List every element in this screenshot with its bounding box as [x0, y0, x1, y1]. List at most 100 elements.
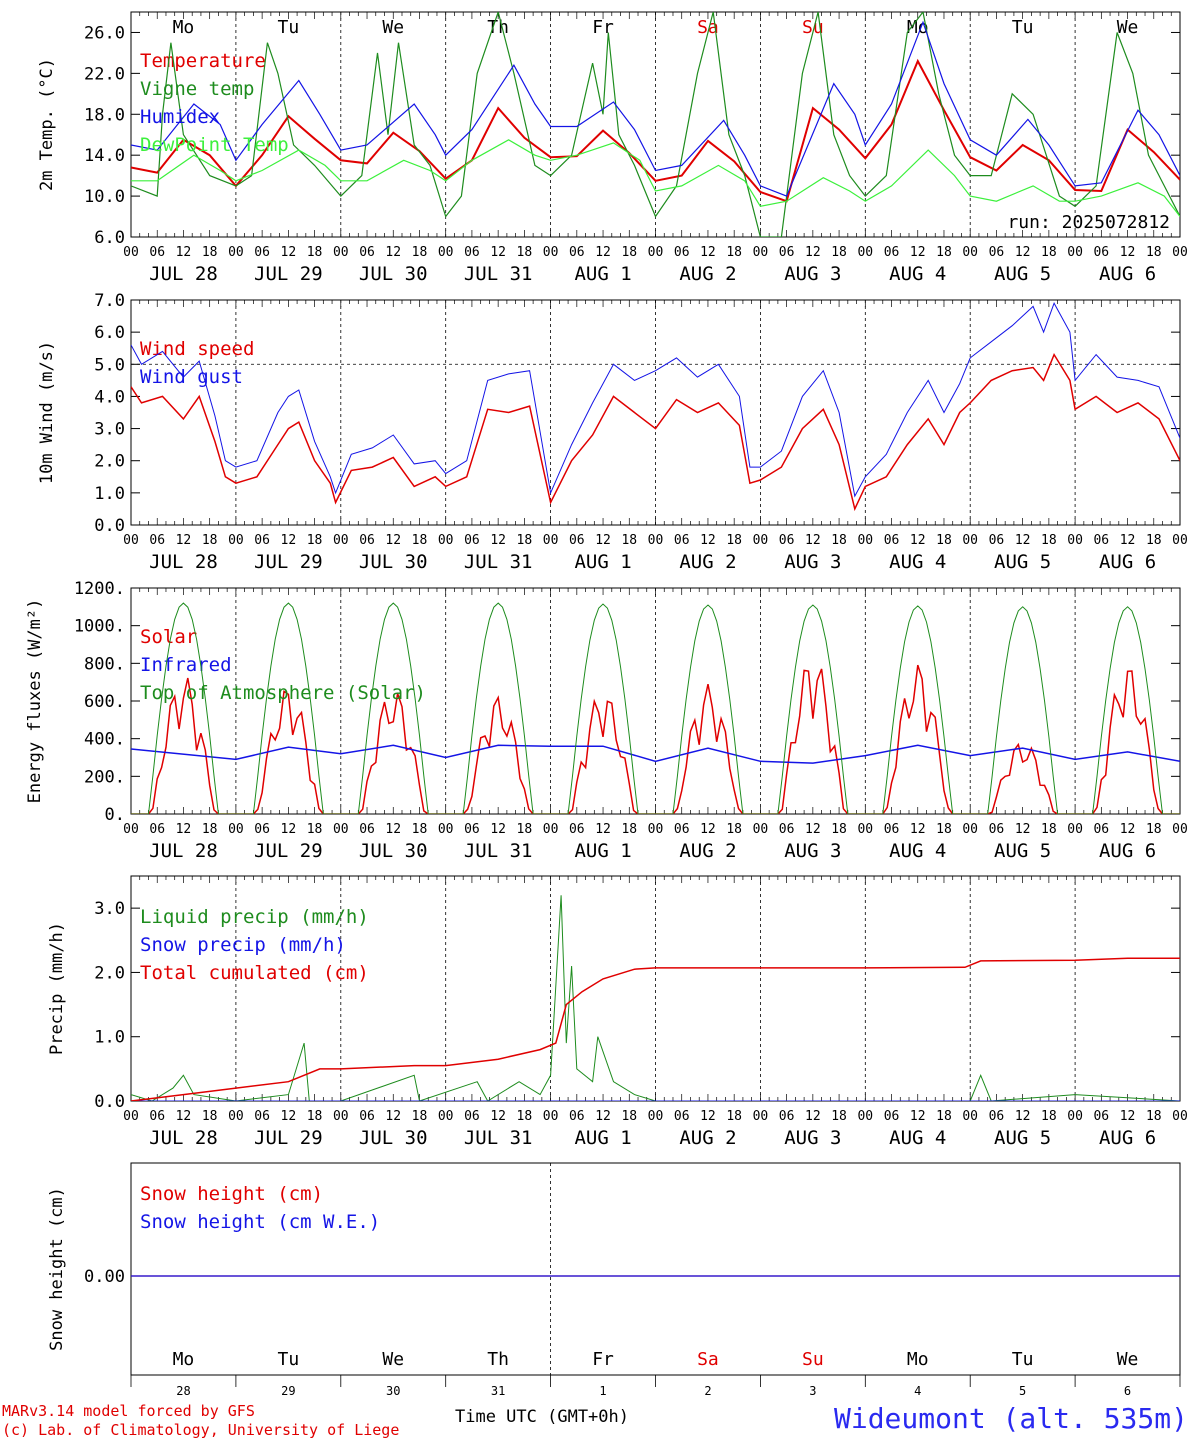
hour-tick-label: 06 — [884, 533, 900, 548]
y-axis-label: Energy fluxes (W/m²) — [25, 599, 45, 804]
day-number-label: 1 — [599, 1384, 606, 1398]
hour-tick-label: 18 — [307, 245, 323, 260]
hour-tick-label: 18 — [726, 1109, 742, 1124]
y-tick-label: 1.0 — [94, 484, 125, 504]
y-tick-label: 4.0 — [94, 387, 125, 407]
hour-tick-label: 18 — [831, 245, 847, 260]
hour-tick-label: 00 — [648, 822, 664, 837]
hour-tick-label: 00 — [123, 533, 139, 548]
hour-tick-label: 18 — [936, 245, 952, 260]
date-label: AUG 5 — [994, 263, 1051, 285]
y-tick-label: 6.0 — [94, 323, 125, 343]
date-label: AUG 4 — [889, 551, 946, 573]
hour-tick-label: 12 — [281, 533, 297, 548]
hour-tick-label: 06 — [254, 1109, 270, 1124]
date-label: AUG 3 — [784, 840, 841, 862]
date-label: AUG 2 — [679, 1127, 736, 1149]
y-axis-label: Snow height (cm) — [47, 1187, 67, 1351]
hour-tick-label: 00 — [438, 822, 454, 837]
hour-tick-label: 12 — [910, 1109, 926, 1124]
hour-tick-label: 12 — [700, 533, 716, 548]
date-label: JUL 30 — [359, 263, 428, 285]
hour-tick-label: 18 — [1041, 533, 1057, 548]
hour-tick-label: 00 — [753, 533, 769, 548]
hour-tick-label: 18 — [831, 1109, 847, 1124]
panel-3: 00 06 12 18 JUL 28 00 06 12 18 JUL 29 00 06 12 18 JUL … — [47, 875, 1188, 1149]
hour-tick-label: 18 — [1041, 1109, 1057, 1124]
y-tick-label: 400. — [84, 730, 125, 750]
hour-tick-label: 12 — [385, 1109, 401, 1124]
hour-tick-label: 12 — [1015, 822, 1031, 837]
hour-tick-label: 00 — [753, 822, 769, 837]
date-label: AUG 1 — [574, 840, 631, 862]
date-label: AUG 2 — [679, 551, 736, 573]
hour-tick-label: 06 — [674, 245, 690, 260]
day-number-label: 30 — [386, 1384, 400, 1398]
weekday-label: Fr — [592, 1349, 614, 1370]
hour-tick-label: 00 — [857, 1109, 873, 1124]
hour-tick-label: 06 — [989, 533, 1005, 548]
hour-tick-label: 18 — [202, 533, 218, 548]
hour-tick-label: 18 — [307, 1109, 323, 1124]
hour-tick-label: 12 — [910, 822, 926, 837]
hour-tick-label: 06 — [464, 245, 480, 260]
hour-tick-label: 18 — [831, 533, 847, 548]
y-tick-label: 2.0 — [94, 963, 125, 983]
hour-tick-label: 18 — [517, 533, 533, 548]
day-number-label: 3 — [809, 1384, 816, 1398]
hour-tick-label: 06 — [359, 533, 375, 548]
weekday-label: Tu — [278, 1349, 300, 1370]
y-axis-label: Precip (mm/h) — [47, 922, 67, 1055]
series-line-vigne-temp — [131, 12, 1180, 237]
series-line-wind-speed — [131, 352, 1180, 512]
y-tick-label: 3.0 — [94, 899, 125, 919]
hour-tick-label: 18 — [1146, 822, 1162, 837]
y-tick-label: 18.0 — [84, 105, 125, 125]
hour-tick-label: 12 — [700, 1109, 716, 1124]
weekday-label: Mo — [907, 1349, 929, 1370]
panel-2: 00 06 12 18 JUL 28 00 06 12 18 JUL 29 00 06 12 18 JUL … — [25, 579, 1188, 862]
hour-tick-label: 00 — [1067, 533, 1083, 548]
hour-tick-label: 00 — [333, 822, 349, 837]
date-label: JUL 28 — [149, 263, 218, 285]
hour-tick-label: 06 — [674, 1109, 690, 1124]
panel-1: 00 06 12 18 JUL 28 00 06 12 18 JUL 29 00 06 12 18 JUL … — [37, 291, 1188, 573]
legend-entry: Wind speed — [140, 338, 254, 360]
hour-tick-label: 12 — [1015, 245, 1031, 260]
hour-tick-label: 00 — [123, 1109, 139, 1124]
weekday-label: Fr — [592, 17, 614, 38]
date-label: JUL 31 — [464, 263, 533, 285]
y-tick-label: 10.0 — [84, 187, 125, 207]
hour-tick-label: 06 — [884, 1109, 900, 1124]
series-line-temperature — [131, 58, 1180, 203]
hour-tick-label: 18 — [307, 533, 323, 548]
date-label: JUL 28 — [149, 840, 218, 862]
hour-tick-label: 12 — [490, 1109, 506, 1124]
weekday-label: Tu — [1012, 17, 1034, 38]
date-label: AUG 4 — [889, 840, 946, 862]
time-axis-title: Time UTC (GMT+0h) — [455, 1407, 629, 1427]
day-number-label: 31 — [491, 1384, 505, 1398]
weekday-label: Th — [487, 1349, 509, 1370]
hour-tick-label: 12 — [1120, 822, 1136, 837]
hour-tick-label: 18 — [202, 245, 218, 260]
hour-tick-label: 00 — [648, 533, 664, 548]
legend-entry: Liquid precip (mm/h) — [140, 906, 369, 928]
date-label: JUL 28 — [149, 1127, 218, 1149]
weekday-label: Sa — [697, 17, 719, 38]
series-line-humidex — [131, 20, 1180, 197]
hour-tick-label: 18 — [726, 822, 742, 837]
series-line-liquid-precip-mm-h- — [131, 895, 1180, 1101]
series-line-dewpoint-temp — [131, 139, 1180, 217]
hour-tick-label: 06 — [254, 822, 270, 837]
hour-tick-label: 18 — [621, 1109, 637, 1124]
panel-0: 00 06 12 18 JUL 28 00 06 12 18 JUL 29 00 06 12 18 JUL … — [37, 11, 1188, 285]
hour-tick-label: 12 — [1015, 533, 1031, 548]
hour-tick-label: 06 — [149, 245, 165, 260]
y-tick-label: 200. — [84, 767, 125, 787]
hour-tick-label: 00 — [228, 533, 244, 548]
hour-tick-label: 06 — [359, 1109, 375, 1124]
y-tick-label: 2.0 — [94, 452, 125, 472]
hour-tick-label: 06 — [149, 533, 165, 548]
date-label: AUG 4 — [889, 263, 946, 285]
